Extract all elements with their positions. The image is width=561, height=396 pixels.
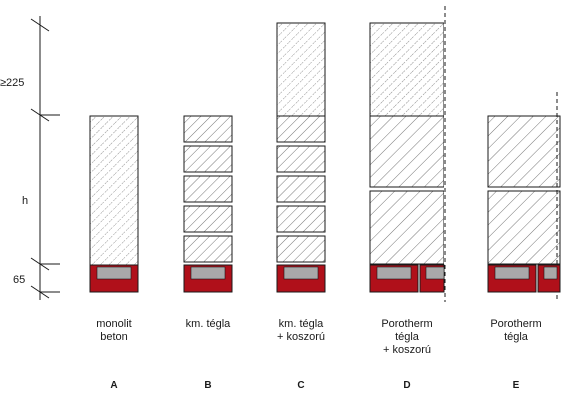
column-e-block [488,191,560,264]
column-c-brick [277,146,325,172]
column-c-letter: C [281,380,321,391]
lintel-b [184,265,232,292]
column-c-drawing [277,23,325,262]
dimension-label-bottom: 65 [13,274,25,286]
column-c-brick [277,236,325,262]
column-d-caption: Porotherm tégla + koszorú [367,318,447,357]
lintel-d [370,265,444,292]
column-a-letter: A [94,380,134,391]
column-d-block [370,191,444,264]
lintel-a [90,265,138,292]
dimension-label-middle: h [22,195,28,207]
column-c-brick [277,176,325,202]
column-c-caption: km. tégla + koszorú [261,318,341,344]
dimension-line [31,16,60,300]
column-d-block [370,116,444,187]
dimension-label-top: ≥225 [0,77,24,89]
column-a-caption: monolit beton [74,318,154,344]
column-b-brick [184,206,232,232]
lintel-e [488,265,560,292]
column-e-caption: Porotherm tégla [476,318,556,344]
column-b-letter: B [188,380,228,391]
column-e-block [488,116,560,187]
column-d-ring-beam [370,23,444,116]
column-c-brick [277,116,325,142]
column-c-ring-beam [277,23,325,116]
column-b-brick [184,146,232,172]
column-e-letter: E [496,380,536,391]
column-b-drawing [184,116,232,262]
column-b-brick [184,176,232,202]
lintel-c [277,265,325,292]
column-a-concrete [90,116,138,265]
column-d-letter: D [387,380,427,391]
column-b-brick [184,236,232,262]
column-b-caption: km. tégla [168,318,248,331]
column-b-brick [184,116,232,142]
column-d-drawing [370,6,450,302]
column-c-brick [277,206,325,232]
column-a-drawing [90,116,138,265]
